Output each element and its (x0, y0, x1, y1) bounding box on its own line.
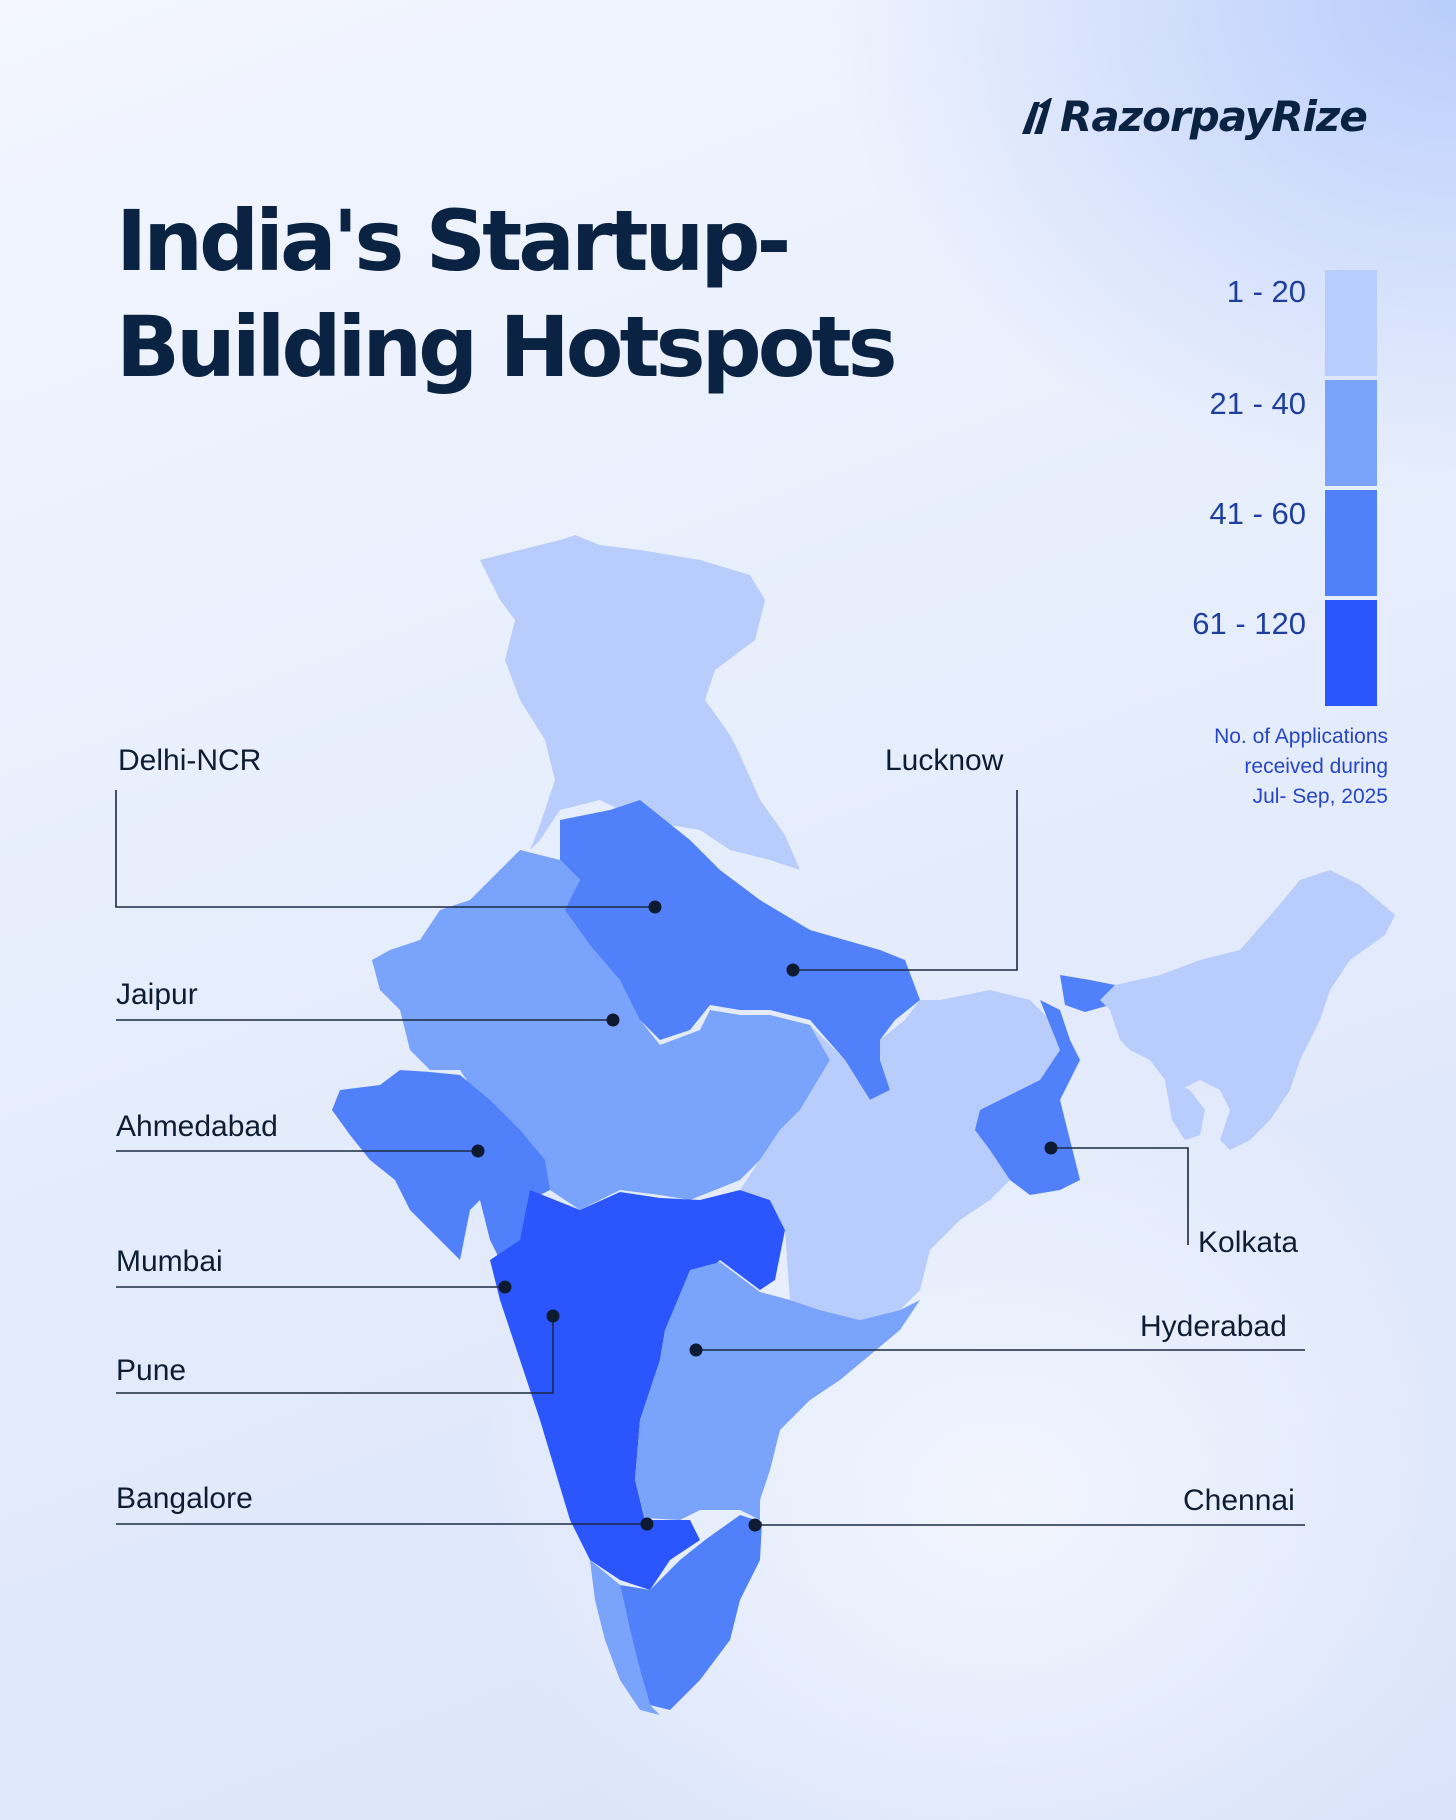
region-deccan (635, 1262, 920, 1520)
city-label-kolkata: Kolkata (1198, 1226, 1299, 1259)
city-label-chennai: Chennai (1183, 1484, 1295, 1517)
region-kerala (590, 1560, 660, 1715)
city-label-ahmedabad: Ahmedabad (116, 1110, 278, 1143)
legend-note: No. of Applications received during Jul-… (1120, 722, 1388, 812)
city-dot-pune (546, 1309, 560, 1323)
logo-text: RazorpayRize (1060, 91, 1368, 141)
legend-note-line-3: Jul- Sep, 2025 (1252, 785, 1388, 808)
city-label-jaipur: Jaipur (116, 978, 198, 1011)
region-northeast-south (1165, 1080, 1205, 1140)
city-dot-bangalore (640, 1517, 654, 1531)
region-west-coast (490, 1190, 785, 1590)
region-central (372, 850, 830, 1210)
map-regions (332, 535, 1395, 1715)
legend-label-4: 61 - 120 (1192, 606, 1306, 641)
razorpay-slash-icon (1022, 98, 1052, 134)
city-dot-jaipur (606, 1013, 620, 1027)
legend-label-2: 21 - 40 (1209, 386, 1306, 421)
city-dot-lucknow (786, 963, 800, 977)
legend-label-1: 1 - 20 (1226, 274, 1306, 309)
city-label-hyderabad: Hyderabad (1140, 1310, 1287, 1343)
region-uttar-pradesh (560, 800, 920, 1100)
region-northeast (1100, 870, 1395, 1150)
city-label-bangalore: Bangalore (116, 1482, 253, 1515)
legend-swatch-3 (1325, 490, 1377, 596)
legend-label-3: 41 - 60 (1209, 496, 1306, 531)
city-dot-ahmedabad (471, 1144, 485, 1158)
legend-swatch-2 (1325, 380, 1377, 486)
legend-swatch-1 (1325, 270, 1377, 376)
title-line-1: India's Startup- (116, 192, 791, 290)
city-dot-mumbai (498, 1280, 512, 1294)
city-label-mumbai: Mumbai (116, 1245, 223, 1278)
city-dot-hyderabad (689, 1343, 703, 1357)
razorpay-rize-logo: RazorpayRize (1020, 86, 1368, 146)
leader-line-pune (116, 1316, 554, 1394)
region-north (480, 535, 800, 870)
city-dot-chennai (748, 1518, 762, 1532)
region-south (620, 1515, 762, 1710)
region-sikkim (1060, 975, 1115, 1012)
page-title: India's Startup- Building Hotspots (116, 188, 898, 400)
leader-line-kolkata (1051, 1147, 1189, 1245)
city-dots (471, 900, 1058, 1532)
leader-line-delhi-ncr (115, 790, 655, 908)
city-label-delhi-ncr: Delhi-NCR (118, 744, 262, 777)
city-label-lucknow: Lucknow (885, 744, 1004, 777)
leader-lines (115, 790, 1305, 1526)
legend-swatch-4 (1325, 600, 1377, 706)
leader-line-lucknow (793, 790, 1018, 971)
region-gujarat (332, 1070, 550, 1260)
title-line-2: Building Hotspots (116, 298, 898, 396)
region-east (740, 990, 1060, 1320)
city-dot-delhi-ncr (648, 900, 662, 914)
city-dot-kolkata (1044, 1141, 1058, 1155)
legend-note-line-1: No. of Applications (1214, 725, 1388, 748)
legend-note-line-2: received during (1244, 755, 1388, 778)
city-label-pune: Pune (116, 1354, 187, 1387)
